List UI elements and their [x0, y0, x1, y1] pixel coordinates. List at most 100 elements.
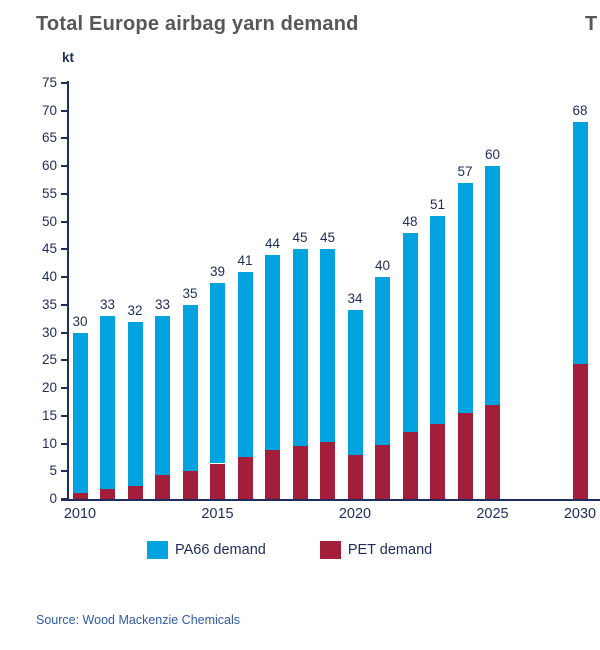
y-tick-mark: [61, 470, 68, 473]
y-tick-mark: [61, 414, 68, 417]
y-tick-mark: [61, 276, 68, 279]
bar-value-label: 44: [264, 235, 281, 251]
bar-segment-pet-2010: [72, 493, 88, 499]
x-tick-label-2030: 2030: [563, 506, 597, 522]
bar-value-label: 33: [99, 296, 116, 312]
bar-value-label: 33: [154, 296, 171, 312]
y-tick-mark: [61, 387, 68, 390]
y-tick-mark: [61, 303, 68, 306]
x-tick-label-2020: 2020: [338, 506, 372, 522]
y-tick-mark: [61, 165, 68, 168]
y-tick-label: 5: [49, 463, 57, 479]
bar-value-label: 48: [402, 213, 418, 229]
y-tick-label: 15: [41, 407, 57, 423]
bar-segment-pa66-2021: [375, 277, 390, 445]
y-tick-mark: [61, 82, 68, 84]
bar-segment-pet-2019: [320, 441, 335, 499]
x-tick-label-2010: 2010: [63, 506, 97, 522]
bar-segment-pet-2025: [485, 404, 500, 499]
bar-value-label: 32: [127, 302, 143, 318]
y-tick-label: 40: [41, 269, 57, 285]
bar-value-label: 39: [209, 263, 226, 279]
bar-segment-pet-2013: [155, 475, 170, 499]
bar-segment-pa66-2020: [347, 310, 363, 455]
y-tick-mark: [61, 248, 68, 251]
chart-title: Total Europe airbag yarn demand: [36, 13, 359, 35]
legend: PA66 demand PET demand: [147, 541, 432, 559]
bar-segment-pa66-2018: [292, 249, 308, 447]
bar-segment-pa66-2030: [572, 121, 588, 365]
bar-segment-pet-2011: [100, 489, 115, 499]
y-tick-mark: [61, 220, 68, 223]
bar-segment-pa66-2019: [320, 249, 335, 442]
adjacent-chart-title-fragment: T: [585, 13, 598, 35]
legend-item-0: PA66 demand: [147, 541, 266, 559]
bar-segment-pet-2015: [210, 463, 225, 499]
bar-segment-pet-2014: [182, 471, 198, 499]
bar-segment-pa66-2016: [237, 271, 253, 458]
legend-item-1: PET demand: [319, 541, 433, 559]
y-axis-line: [67, 81, 69, 501]
y-tick-label: 50: [41, 213, 57, 229]
bar-value-label: 35: [182, 285, 198, 301]
bar-segment-pet-2012: [127, 486, 143, 499]
x-tick-label-2025: 2025: [476, 506, 509, 522]
y-tick-label: 35: [41, 296, 57, 312]
bar-segment-pet-2023: [430, 424, 445, 499]
bar-segment-pet-2022: [402, 432, 418, 499]
bar-value-label: 30: [72, 313, 88, 329]
bar-segment-pet-2018: [292, 446, 308, 499]
bar-segment-pa66-2011: [100, 315, 115, 489]
bar-value-label: 60: [484, 147, 501, 163]
y-tick-label: 25: [41, 352, 57, 368]
bar-value-label: 45: [292, 230, 308, 246]
y-tick-mark: [61, 109, 68, 112]
bar-segment-pet-2021: [375, 444, 390, 499]
y-tick-label: 55: [41, 185, 57, 201]
bar-value-label: 68: [572, 102, 588, 118]
x-tick-label-2015: 2015: [201, 506, 234, 522]
bar-value-label: 51: [429, 197, 446, 213]
bar-segment-pa66-2022: [402, 232, 418, 433]
legend-label: PA66 demand: [175, 542, 266, 558]
bar-segment-pa66-2025: [485, 166, 500, 405]
bar-value-label: 57: [457, 163, 473, 179]
bar-segment-pa66-2024: [457, 182, 473, 413]
bar-value-label: 40: [374, 258, 391, 274]
bar-segment-pa66-2013: [155, 315, 170, 476]
y-tick-label: 65: [41, 130, 57, 146]
bar-segment-pa66-2015: [210, 282, 225, 464]
bar-segment-pet-2020: [347, 454, 363, 499]
legend-swatch: [147, 541, 168, 559]
y-tick-label: 70: [41, 102, 57, 118]
y-tick-label: 0: [49, 491, 57, 506]
source-note: Source: Wood Mackenzie Chemicals: [36, 613, 241, 627]
y-tick-label: 30: [41, 324, 57, 340]
bar-value-label: 45: [319, 230, 336, 246]
bar-segment-pet-2016: [237, 457, 253, 499]
y-tick-mark: [61, 192, 68, 195]
legend-label: PET demand: [347, 542, 433, 558]
bar-segment-pet-2030: [572, 364, 588, 499]
bar-segment-pa66-2014: [182, 304, 198, 472]
bar-value-label: 41: [237, 252, 253, 268]
x-axis-line: [61, 499, 600, 501]
y-axis-unit-label: kt: [62, 50, 75, 65]
y-tick-mark: [61, 137, 68, 140]
y-tick-label: 75: [41, 75, 57, 90]
bar-value-label: 34: [347, 291, 363, 307]
y-tick-mark: [61, 442, 68, 445]
bar-segment-pet-2017: [265, 450, 280, 499]
bar-segment-pa66-2010: [72, 332, 88, 494]
y-tick-label: 60: [41, 158, 57, 174]
bar-segment-pa66-2012: [127, 321, 143, 487]
y-tick-mark: [61, 331, 68, 334]
bar-segment-pet-2024: [457, 413, 473, 499]
bar-segment-pa66-2023: [430, 216, 445, 425]
y-tick-label: 10: [41, 435, 57, 451]
y-tick-label: 20: [41, 380, 57, 396]
legend-swatch: [319, 541, 341, 559]
y-tick-label: 45: [41, 241, 57, 257]
bar-segment-pa66-2017: [265, 254, 280, 451]
